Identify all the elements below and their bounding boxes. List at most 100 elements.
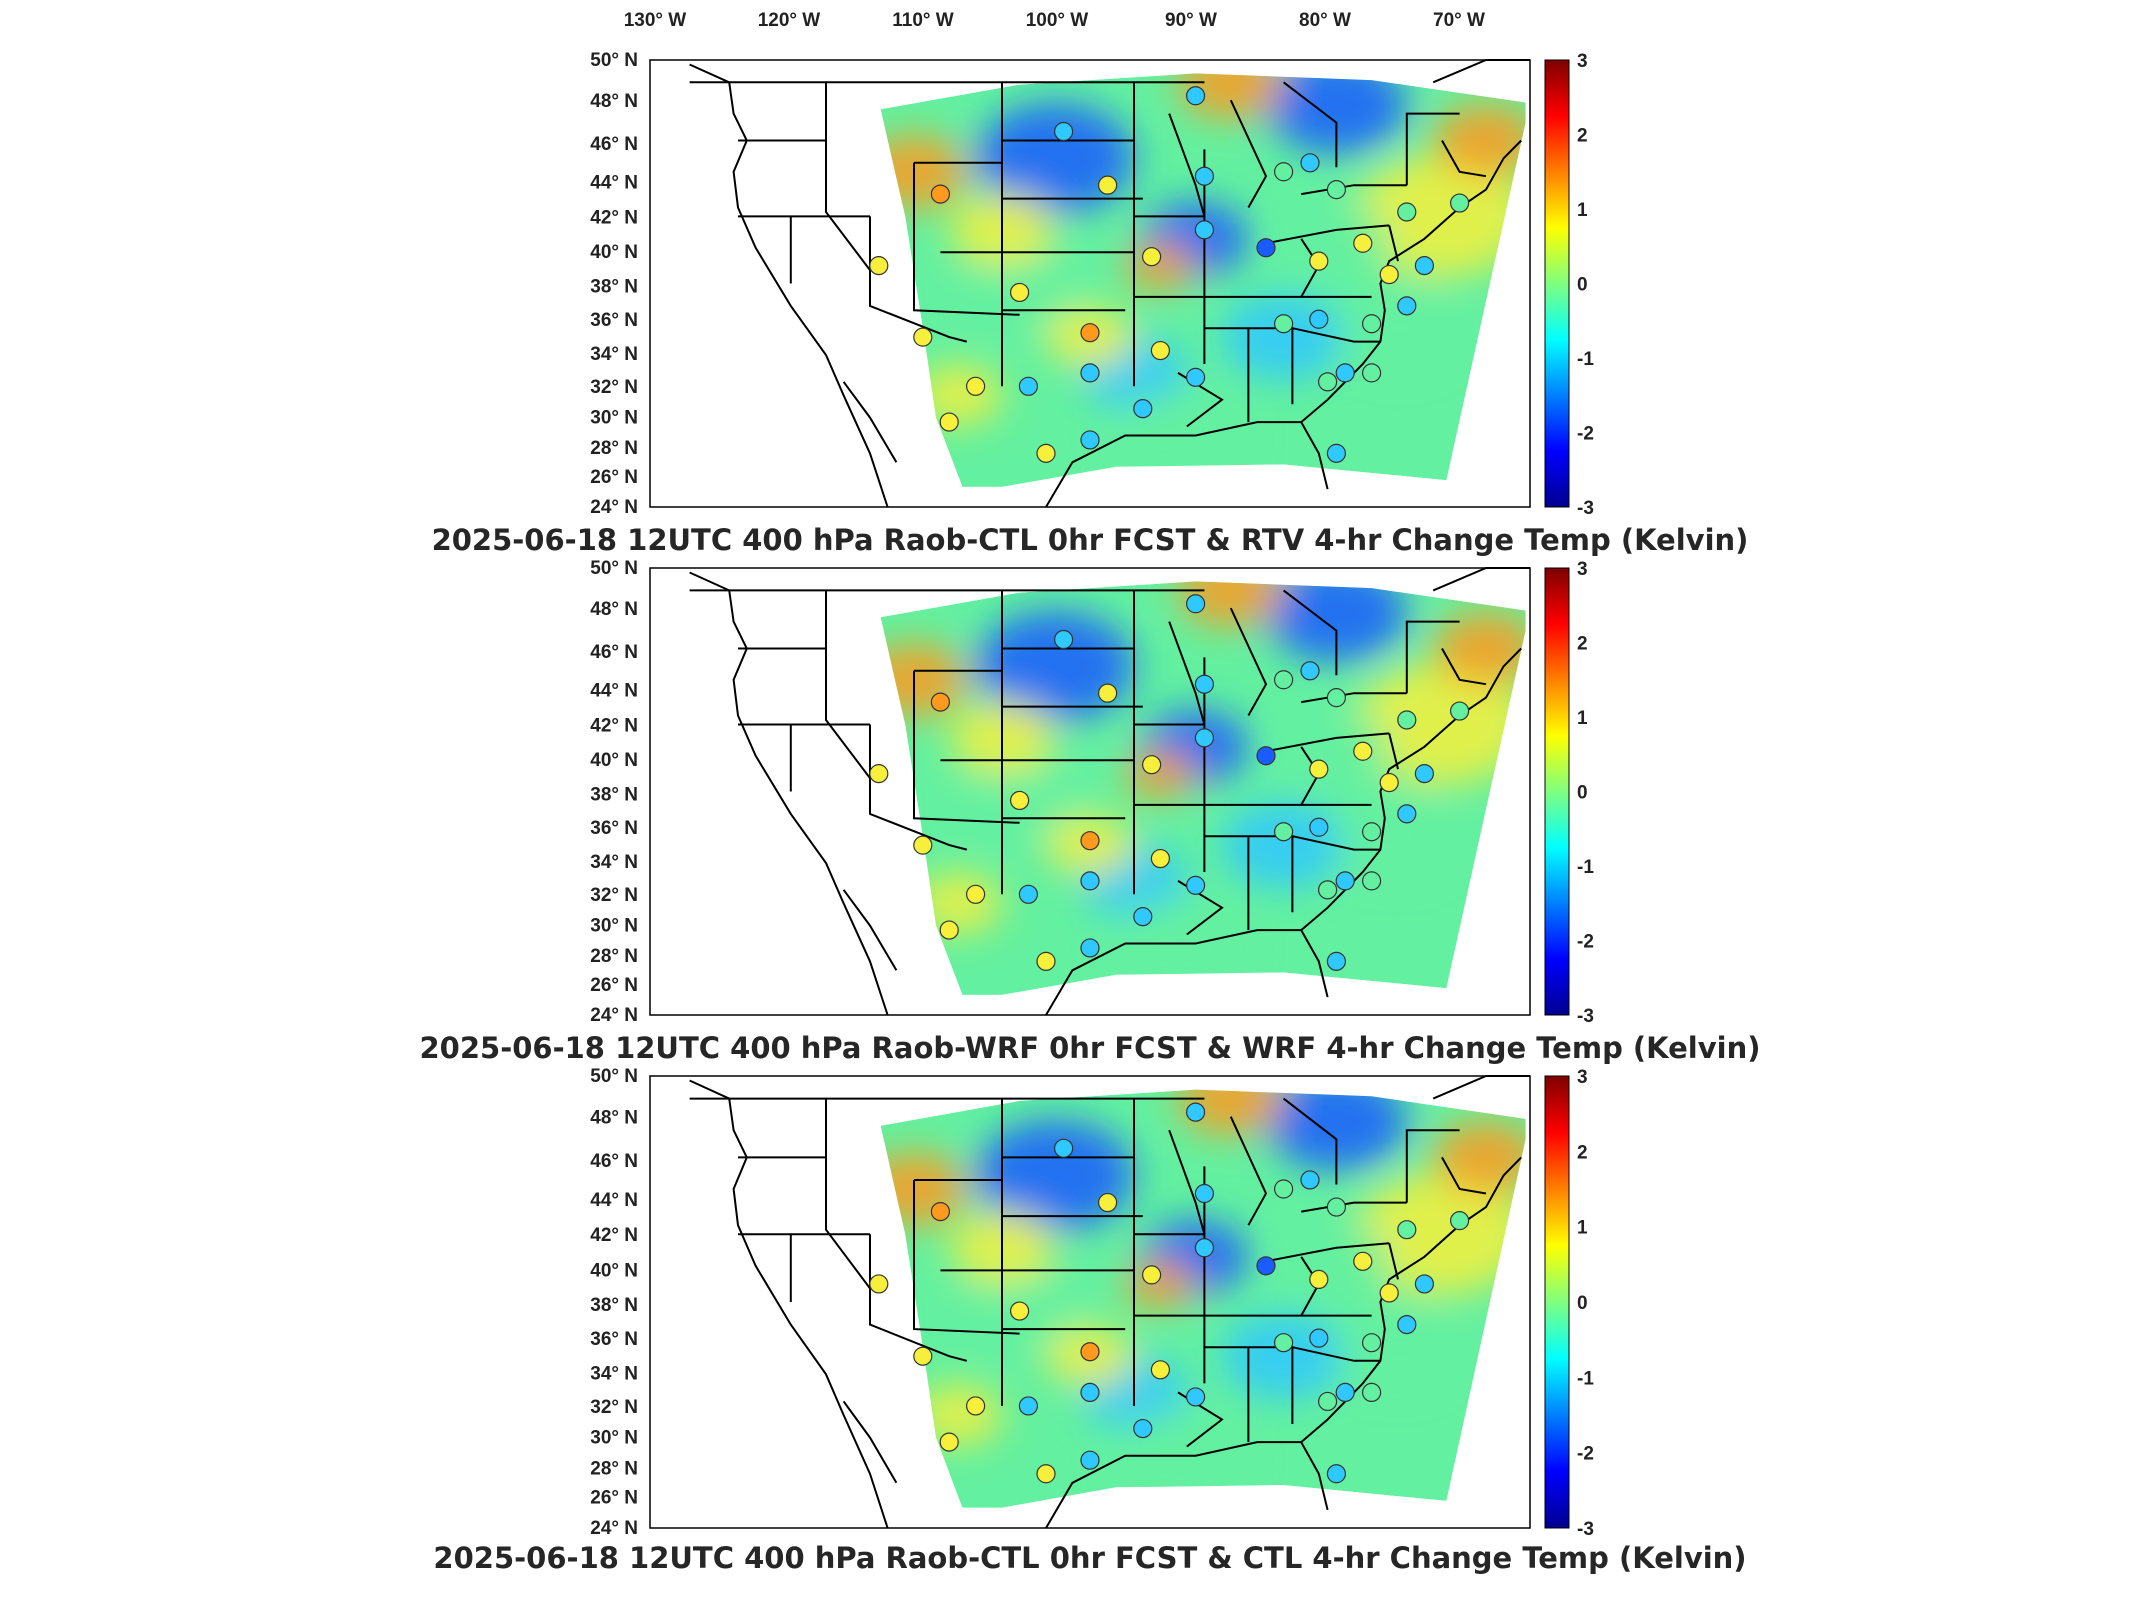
station-marker xyxy=(1449,193,1470,213)
boundary-line xyxy=(825,590,871,779)
lat-label: 42° N xyxy=(590,1225,638,1246)
field-layer xyxy=(880,73,1526,487)
boundary-line xyxy=(1045,421,1329,508)
boundary-line xyxy=(1168,621,1206,725)
boundary-line xyxy=(1432,59,1530,84)
station-marker xyxy=(1080,1342,1100,1362)
station-marker xyxy=(1309,251,1329,271)
station-markers xyxy=(869,1102,1470,1484)
boundary-line xyxy=(1301,1201,1407,1213)
station-marker xyxy=(1256,746,1276,766)
station-marker xyxy=(1273,670,1294,690)
boundary-line xyxy=(1282,1097,1338,1185)
station-marker xyxy=(1309,759,1329,779)
station-marker xyxy=(1414,1274,1435,1294)
station-marker xyxy=(930,692,951,712)
lat-label: 30° N xyxy=(590,408,638,429)
boundary-line xyxy=(1282,589,1338,676)
lat-label: 46° N xyxy=(590,134,638,155)
boundary-line xyxy=(1292,1346,1381,1362)
boundary-line xyxy=(913,670,1020,824)
station-marker xyxy=(1018,884,1039,904)
lat-label: 50° N xyxy=(590,50,638,71)
station-marker xyxy=(1097,683,1118,703)
station-marker xyxy=(1326,1197,1347,1217)
station-marker xyxy=(1309,817,1329,837)
station-marker xyxy=(1133,1418,1153,1439)
station-marker xyxy=(1361,822,1382,842)
colorbar-tick: -1 xyxy=(1577,349,1594,370)
station-marker xyxy=(1133,399,1153,419)
station-marker xyxy=(1361,363,1382,383)
boundary-line xyxy=(1265,224,1390,245)
colorbar-tick: -3 xyxy=(1577,498,1594,519)
lat-label: 34° N xyxy=(590,1363,638,1384)
station-marker xyxy=(1194,728,1215,748)
station-marker xyxy=(1397,710,1417,730)
lat-label: 44° N xyxy=(590,172,638,193)
lat-label: 40° N xyxy=(590,750,638,771)
station-marker xyxy=(1053,629,1074,650)
lat-label: 48° N xyxy=(590,91,638,112)
station-marker xyxy=(965,376,986,396)
station-marker xyxy=(1273,1333,1294,1353)
station-marker xyxy=(1018,1396,1039,1416)
colorbar-tick: -2 xyxy=(1577,1444,1594,1465)
boundary-line xyxy=(689,1079,889,1529)
station-marker xyxy=(965,1396,986,1416)
station-marker xyxy=(1326,443,1347,463)
colorbar-tick: 2 xyxy=(1577,1142,1588,1163)
station-marker xyxy=(1150,340,1171,361)
station-marker xyxy=(1309,1328,1329,1348)
boundary-line xyxy=(1168,1129,1206,1235)
station-marker xyxy=(1353,233,1373,253)
station-marker xyxy=(1080,938,1100,958)
station-marker xyxy=(939,1432,959,1452)
boundary-line xyxy=(1432,1075,1530,1100)
lat-label: 28° N xyxy=(590,946,638,967)
station-marker xyxy=(1097,1192,1118,1213)
station-marker xyxy=(1317,372,1338,392)
station-marker xyxy=(1080,1382,1100,1403)
station-marker xyxy=(965,884,986,904)
colorbar-tick: -1 xyxy=(1577,857,1594,878)
boundary-line xyxy=(913,1180,1020,1335)
station-marker xyxy=(1185,1102,1206,1122)
colorbar-tick: -3 xyxy=(1577,1519,1594,1540)
station-marker xyxy=(1326,180,1347,200)
colorbar-tick: 1 xyxy=(1577,1218,1588,1239)
station-marker xyxy=(1397,296,1417,316)
station-marker xyxy=(1080,1450,1100,1470)
boundary-line xyxy=(1229,607,1268,716)
station-marker xyxy=(1194,1183,1215,1204)
lat-label: 32° N xyxy=(590,377,638,398)
colorbar-tick: 0 xyxy=(1577,783,1588,804)
boundary-line xyxy=(1441,1156,1487,1195)
station-marker xyxy=(1309,1269,1329,1290)
colorbar-tick: -1 xyxy=(1577,1368,1594,1389)
temperature-field xyxy=(880,1089,1526,1508)
station-marker xyxy=(1397,1220,1417,1240)
lat-label: 48° N xyxy=(590,599,638,620)
boundary-line xyxy=(1441,140,1487,178)
temperature-field xyxy=(880,581,1526,995)
lat-label: 28° N xyxy=(590,1458,638,1479)
boundary-line xyxy=(1432,567,1530,592)
lat-label: 40° N xyxy=(590,242,638,263)
station-marker xyxy=(1335,871,1355,891)
station-marker xyxy=(1273,822,1294,842)
station-marker xyxy=(1335,363,1355,383)
station-marker xyxy=(1256,238,1276,258)
station-marker xyxy=(1185,367,1206,387)
station-marker xyxy=(939,920,959,940)
colorbar-scale xyxy=(1544,1075,1570,1529)
boundary-line xyxy=(1388,1242,1399,1280)
station-marker xyxy=(913,835,933,855)
station-markers xyxy=(869,594,1470,971)
boundary-line xyxy=(869,724,968,851)
station-marker xyxy=(1009,790,1030,811)
boundary-line xyxy=(1265,1242,1390,1263)
station-marker xyxy=(930,1201,951,1222)
boundary-line xyxy=(869,216,968,343)
